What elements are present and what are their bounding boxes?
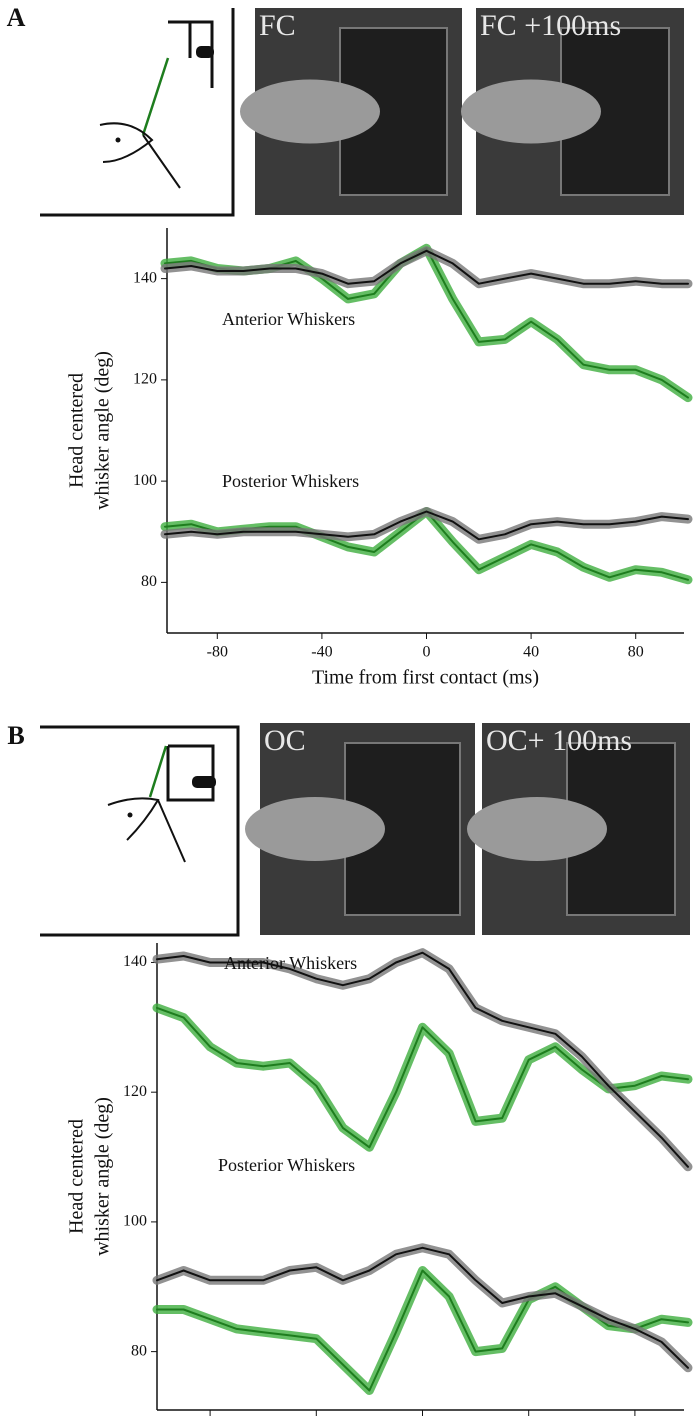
x-tick-label: 0: [423, 644, 431, 661]
series-line: [164, 249, 689, 285]
annotation: Posterior Whiskers: [222, 471, 359, 491]
series-band: [152, 1243, 693, 1373]
y-axis-label: Head centered: [66, 1119, 88, 1234]
series-line: [164, 510, 689, 541]
photo-label: FC +100ms: [480, 9, 621, 42]
annotation: Anterior Whiskers: [224, 953, 357, 973]
y-tick-label: 80: [141, 573, 157, 590]
series-line: [156, 1006, 689, 1149]
y-axis-label: whisker angle (deg): [92, 1097, 114, 1256]
y-tick-label: 120: [123, 1083, 147, 1100]
photo-mouse: [461, 79, 601, 144]
y-tick-label: 140: [133, 269, 157, 286]
y-axis-label: whisker angle (deg): [92, 351, 114, 510]
y-tick-label: 140: [123, 953, 147, 970]
y-tick-label: 80: [131, 1342, 147, 1359]
schematic-a: [40, 8, 235, 217]
annotation: Posterior Whiskers: [218, 1155, 355, 1175]
y-tick-label: 100: [133, 472, 157, 489]
x-axis-label: Time from first contact (ms): [312, 667, 539, 689]
photo-label: OC: [264, 724, 306, 757]
series-line: [156, 951, 689, 1168]
photo-mouse: [467, 797, 607, 861]
panel-label: A: [7, 3, 26, 32]
photo-label: FC: [259, 9, 296, 42]
schematic-b: [40, 725, 240, 937]
x-tick-label: -80: [207, 644, 228, 661]
annotation: Anterior Whiskers: [222, 309, 355, 329]
x-tick-label: 40: [523, 644, 539, 661]
x-tick-label: -40: [311, 644, 332, 661]
panel-label: B: [7, 721, 24, 750]
photo-label: OC+ 100ms: [486, 724, 632, 757]
photo-mouse: [245, 797, 385, 861]
y-tick-label: 100: [123, 1213, 147, 1230]
y-axis-label: Head centered: [66, 373, 88, 488]
series-line: [156, 1246, 689, 1369]
series-band: [152, 1266, 693, 1395]
photo-mouse: [240, 79, 380, 144]
x-tick-label: 80: [628, 644, 644, 661]
y-tick-label: 120: [133, 371, 157, 388]
series-band: [160, 246, 693, 289]
